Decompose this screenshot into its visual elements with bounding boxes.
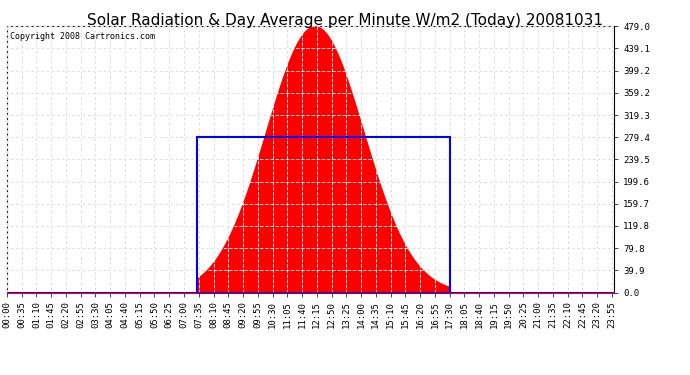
Text: Solar Radiation & Day Average per Minute W/m2 (Today) 20081031: Solar Radiation & Day Average per Minute… [87, 13, 603, 28]
Text: Copyright 2008 Cartronics.com: Copyright 2008 Cartronics.com [10, 32, 155, 40]
Bar [197, 137, 450, 292]
